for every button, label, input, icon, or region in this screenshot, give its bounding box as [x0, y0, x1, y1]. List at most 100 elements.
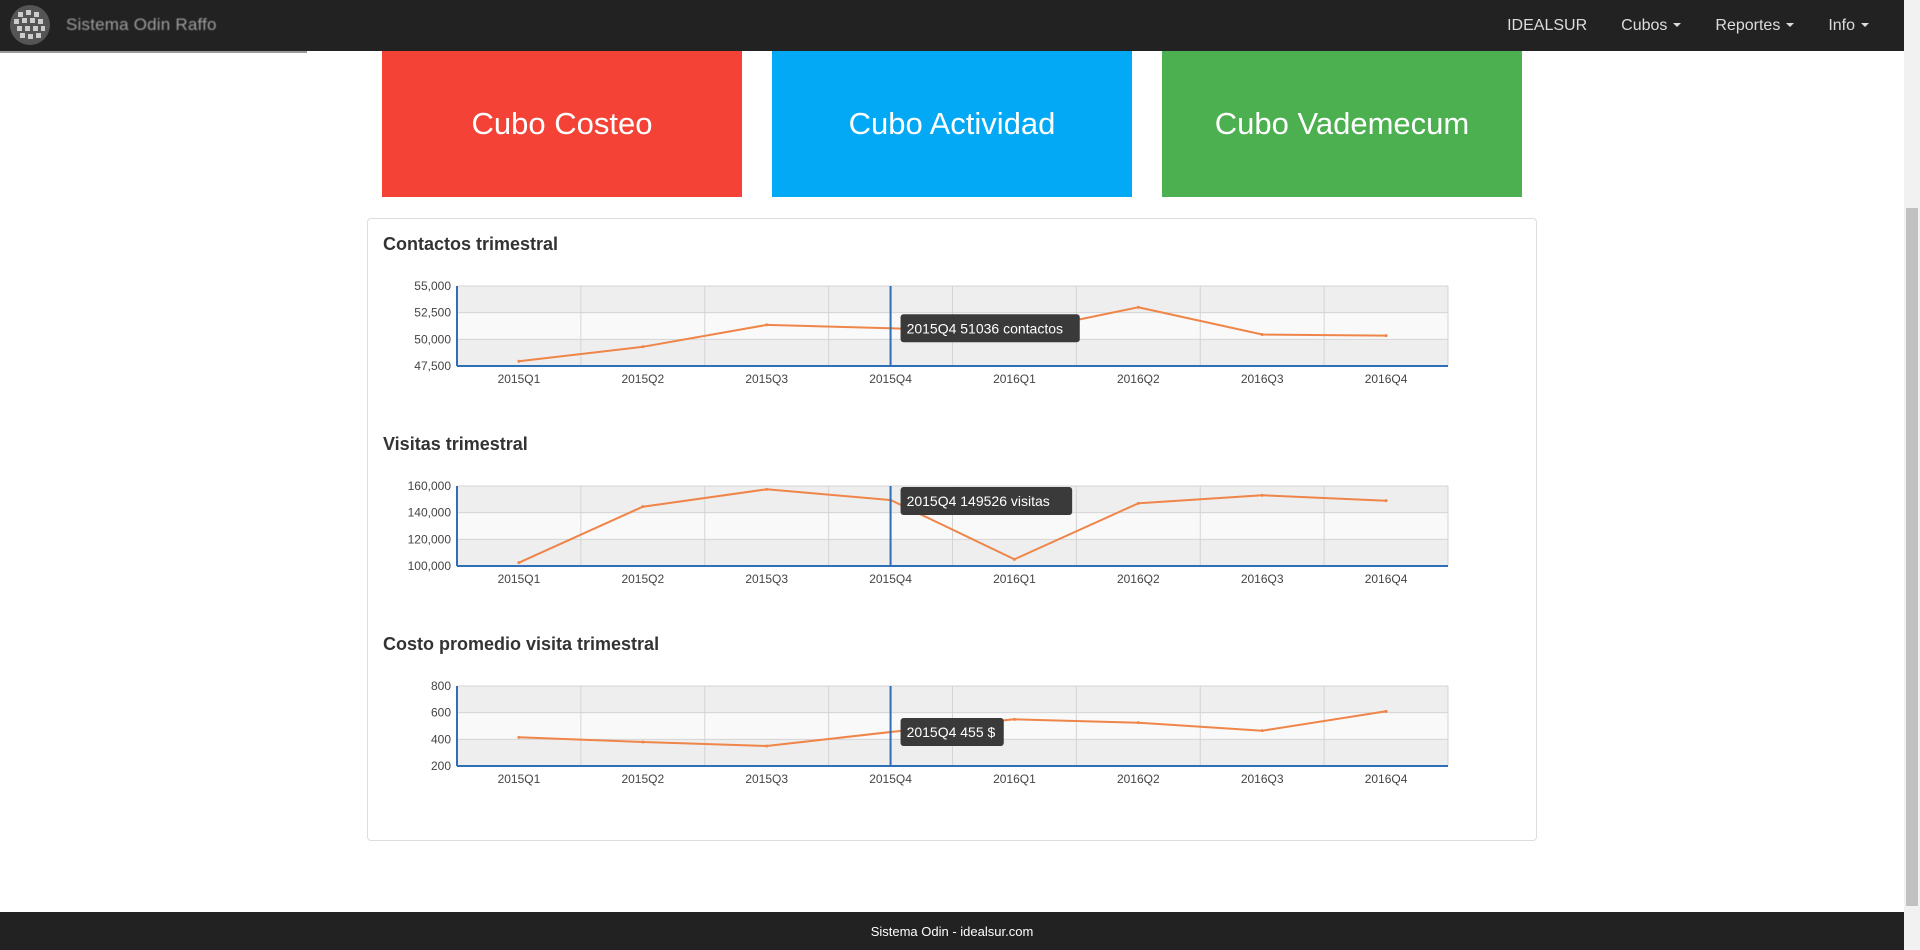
- x-tick-label: 2015Q4: [869, 772, 912, 786]
- tile-cubo-actividad[interactable]: Cubo Actividad: [772, 51, 1132, 197]
- x-tick-label: 2015Q1: [498, 772, 541, 786]
- x-tick-label: 2015Q1: [498, 572, 541, 586]
- tooltip: 2015Q4 51036 contactos: [900, 314, 1080, 343]
- nav-progress-line: [0, 51, 307, 53]
- data-point: [765, 487, 769, 491]
- tile-label: Cubo Vademecum: [1214, 106, 1470, 141]
- data-point: [1136, 305, 1140, 309]
- nav-item-label: Cubos: [1621, 16, 1668, 34]
- data-point: [1012, 717, 1016, 721]
- x-tick-label: 2016Q4: [1365, 772, 1408, 786]
- tooltip-box: [900, 487, 1073, 515]
- tile-cubo-costeo[interactable]: Cubo Costeo: [382, 51, 742, 197]
- y-tick-label: 55,000: [414, 279, 451, 293]
- data-point: [765, 323, 769, 327]
- chart-title-costo: Costo promedio visita trimestral: [383, 634, 660, 654]
- tooltip-box: [900, 314, 1080, 343]
- tooltip: 2015Q4 149526 visitas: [900, 487, 1073, 515]
- y-tick-label: 120,000: [408, 532, 452, 546]
- y-tick-label: 50,000: [414, 332, 451, 346]
- chart-visitas[interactable]: 160,000 140,000 120,000 100,000 2015Q1 2015Q2…: [368, 474, 1536, 604]
- chart-contactos[interactable]: 55,000 52,500 50,000 47,500 2015Q1 2015Q2 2015…: [368, 274, 1536, 404]
- nav-item-label: Info: [1828, 16, 1855, 34]
- caret-down-icon: [1861, 23, 1869, 28]
- x-tick-label: 2015Q3: [745, 572, 788, 586]
- app-title: Sistema Odin Raffo: [66, 15, 217, 34]
- x-tick-label: 2016Q4: [1365, 572, 1408, 586]
- x-tick-label: 2015Q2: [621, 772, 664, 786]
- data-point: [641, 345, 645, 349]
- data-point: [765, 744, 769, 748]
- x-tick-label: 2015Q3: [745, 372, 788, 386]
- odin-logo-icon: [10, 5, 50, 45]
- data-point: [1384, 709, 1388, 713]
- x-tick-label: 2016Q2: [1117, 372, 1160, 386]
- data-point: [517, 561, 521, 565]
- nav-item-label: IDEALSUR: [1507, 16, 1588, 34]
- nav-item-label: Reportes: [1715, 16, 1781, 34]
- x-tick-label: 2016Q1: [993, 572, 1036, 586]
- y-tick-label: 140,000: [408, 506, 452, 520]
- x-tick-label: 2016Q2: [1117, 772, 1160, 786]
- x-tick-label: 2016Q1: [993, 372, 1036, 386]
- x-tick-label: 2015Q4: [869, 372, 912, 386]
- x-tick-label: 2016Q1: [993, 772, 1036, 786]
- data-point: [641, 505, 645, 509]
- data-point: [517, 359, 521, 363]
- x-tick-label: 2016Q3: [1241, 572, 1284, 586]
- data-point: [1260, 729, 1264, 733]
- data-point: [1136, 501, 1140, 505]
- series-line: [518, 488, 1387, 564]
- x-tick-label: 2016Q3: [1241, 772, 1284, 786]
- tooltip-text: 2015Q4 455 $: [907, 724, 996, 740]
- footer-text: Sistema Odin - idealsur.com: [870, 923, 1034, 939]
- data-point: [1384, 334, 1388, 338]
- data-point: [1260, 493, 1264, 497]
- chart-title-visitas: Visitas trimestral: [383, 434, 528, 454]
- nav-item-cubos[interactable]: Cubos: [1604, 17, 1698, 35]
- x-tick-label: 2015Q3: [745, 772, 788, 786]
- scrollbar-thumb[interactable]: [1906, 208, 1918, 906]
- chart-costo[interactable]: 800 600 400 200 2015Q1 2015Q2 2015Q3 2015Q4 2016…: [368, 674, 1536, 804]
- y-tick-label: 47,500: [414, 359, 451, 373]
- x-tick-label: 2015Q2: [621, 572, 664, 586]
- y-tick-label: 800: [431, 679, 451, 693]
- y-tick-label: 600: [431, 706, 451, 720]
- tile-label: Cubo Costeo: [471, 106, 653, 141]
- tooltip: 2015Q4 455 $: [900, 718, 1004, 746]
- top-navbar: Sistema Odin Raffo IDEALSUR Cubos Report…: [0, 0, 1904, 51]
- tile-label: Cubo Actividad: [848, 106, 1056, 141]
- y-tick-label: 160,000: [408, 479, 452, 493]
- data-point: [1012, 557, 1016, 561]
- caret-down-icon: [1673, 23, 1682, 28]
- data-point: [1136, 721, 1140, 725]
- x-tick-label: 2016Q4: [1365, 372, 1408, 386]
- y-tick-label: 100,000: [408, 559, 452, 573]
- nav-menu: IDEALSUR Cubos Reportes Info: [1490, 0, 1886, 51]
- nav-item-reportes[interactable]: Reportes: [1698, 17, 1811, 35]
- tooltip-text: 2015Q4 149526 visitas: [907, 493, 1050, 509]
- footer: Sistema Odin - idealsur.com: [0, 912, 1904, 950]
- x-tick-label: 2015Q2: [621, 372, 664, 386]
- x-tick-label: 2016Q3: [1241, 372, 1284, 386]
- x-tick-label: 2016Q2: [1117, 572, 1160, 586]
- tile-cubo-vademecum[interactable]: Cubo Vademecum: [1162, 51, 1522, 197]
- data-point: [1260, 333, 1264, 337]
- tooltip-text: 2015Q4 51036 contactos: [907, 320, 1063, 336]
- nav-item-idealsur[interactable]: IDEALSUR: [1490, 17, 1604, 35]
- tooltip-box: [900, 718, 1004, 746]
- data-point: [641, 740, 645, 744]
- x-tick-label: 2015Q1: [498, 372, 541, 386]
- data-point: [517, 735, 521, 739]
- data-point: [1384, 499, 1388, 503]
- y-tick-label: 400: [431, 732, 451, 746]
- nav-item-info[interactable]: Info: [1811, 17, 1886, 35]
- scrollbar[interactable]: [1904, 0, 1920, 950]
- caret-down-icon: [1786, 23, 1795, 28]
- y-tick-label: 52,500: [414, 306, 451, 320]
- chart-title-contactos: Contactos trimestral: [383, 234, 559, 254]
- charts-panel: Contactos trimestral 55,000 52,500 50,000 4…: [367, 218, 1537, 841]
- x-tick-label: 2015Q4: [869, 572, 912, 586]
- brand[interactable]: Sistema Odin Raffo: [8, 3, 217, 47]
- y-tick-label: 200: [431, 759, 451, 773]
